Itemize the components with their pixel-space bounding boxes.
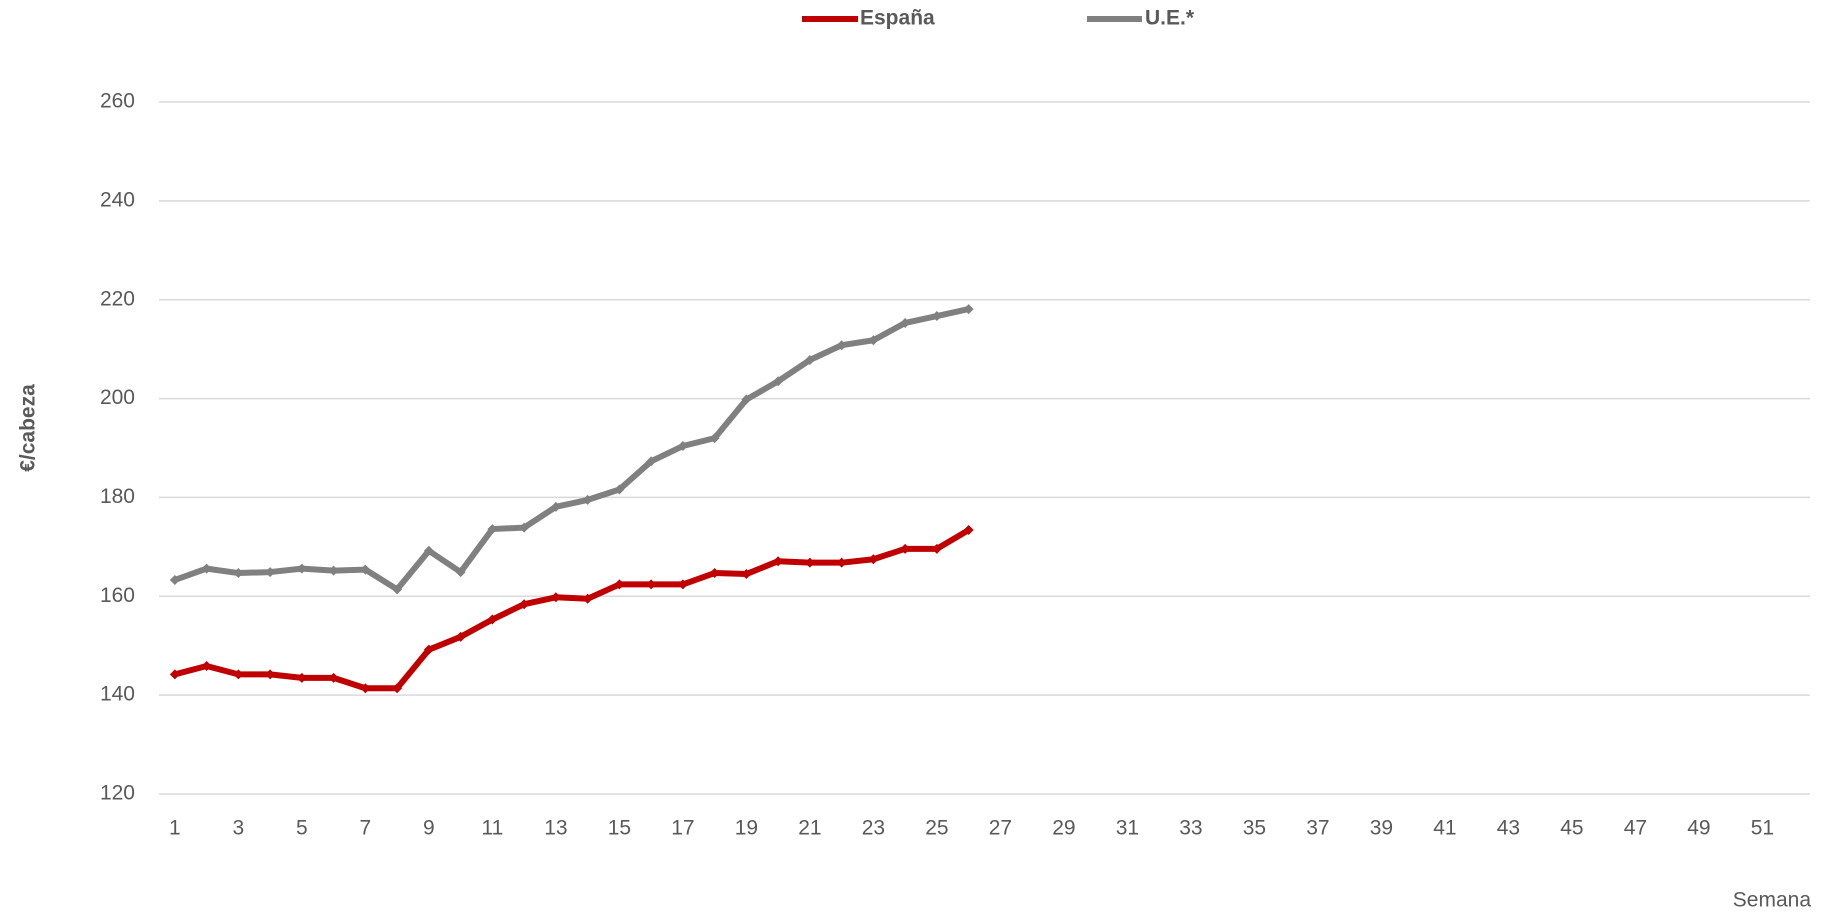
- y-tick-label: 220: [100, 287, 135, 310]
- point-marker: [614, 579, 625, 590]
- point-marker: [328, 672, 339, 683]
- series-line: [173, 306, 970, 593]
- y-tick-label: 180: [100, 485, 135, 508]
- x-tick-label: 45: [1560, 817, 1583, 840]
- point-marker: [487, 524, 498, 535]
- x-tick-label: 29: [1052, 817, 1075, 840]
- point-marker: [773, 376, 784, 387]
- x-tick-label: 51: [1751, 817, 1774, 840]
- x-tick-label: 43: [1497, 817, 1520, 840]
- x-tick-label: 19: [735, 817, 758, 840]
- y-tick-label: 200: [100, 386, 135, 409]
- point-marker: [519, 522, 530, 533]
- x-tick-label: 37: [1306, 817, 1329, 840]
- x-tick-label: 17: [671, 817, 694, 840]
- x-tick-label: 21: [798, 817, 821, 840]
- point-marker: [900, 543, 911, 554]
- legend-label: España: [860, 7, 935, 30]
- x-tick-label: 49: [1687, 817, 1710, 840]
- x-tick-label: 23: [862, 817, 885, 840]
- point-marker: [582, 494, 593, 505]
- x-tick-label: 27: [989, 817, 1012, 840]
- y-tick-label: 240: [100, 188, 135, 211]
- x-tick-label: 41: [1433, 817, 1456, 840]
- point-marker: [423, 644, 434, 655]
- x-tick-label: 5: [296, 817, 308, 840]
- y-tick-label: 160: [100, 584, 135, 607]
- series-line: [174, 527, 971, 692]
- x-tick-label: 3: [233, 817, 245, 840]
- point-marker: [328, 565, 339, 576]
- point-marker: [201, 563, 212, 574]
- x-tick-label: 25: [925, 817, 948, 840]
- point-marker: [677, 441, 688, 452]
- legend: España U.E.*: [802, 7, 1195, 30]
- point-marker: [836, 557, 847, 568]
- x-tick-label: 13: [544, 817, 567, 840]
- point-marker: [931, 543, 942, 554]
- point-marker: [487, 614, 498, 625]
- y-tick-label: 120: [100, 782, 135, 805]
- point-marker: [677, 579, 688, 590]
- point-marker: [773, 556, 784, 567]
- point-marker: [709, 568, 720, 579]
- x-tick-label: 11: [481, 817, 503, 840]
- point-marker: [169, 574, 180, 585]
- point-marker: [392, 584, 403, 595]
- x-tick-label: 31: [1116, 817, 1139, 840]
- x-tick-label: 35: [1243, 817, 1266, 840]
- point-marker: [296, 672, 307, 683]
- point-marker: [233, 568, 244, 579]
- point-marker: [741, 394, 752, 405]
- point-marker: [868, 554, 879, 565]
- point-marker: [423, 545, 434, 556]
- point-marker: [741, 569, 752, 580]
- point-marker: [360, 564, 371, 575]
- point-marker: [360, 683, 371, 694]
- point-marker: [646, 579, 657, 590]
- point-marker: [614, 484, 625, 495]
- point-marker: [804, 557, 815, 568]
- point-marker: [709, 433, 720, 444]
- y-axis-label: €/cabeza: [17, 384, 40, 472]
- y-tick-label: 260: [100, 90, 135, 113]
- x-tick-label: 1: [169, 817, 181, 840]
- point-marker: [233, 669, 244, 680]
- point-marker: [868, 335, 879, 346]
- point-marker: [931, 311, 942, 322]
- x-tick-label: 9: [423, 817, 435, 840]
- point-marker: [646, 456, 657, 467]
- point-marker: [392, 683, 403, 694]
- legend-label: U.E.*: [1145, 7, 1195, 30]
- point-marker: [550, 592, 561, 603]
- y-tick-label: 140: [100, 683, 135, 706]
- point-marker: [265, 567, 276, 578]
- point-marker: [582, 593, 593, 604]
- point-marker: [296, 563, 307, 574]
- point-marker: [455, 631, 466, 642]
- x-axis-label: Semana: [1733, 889, 1812, 912]
- x-tick-label: 39: [1370, 817, 1393, 840]
- point-marker: [265, 669, 276, 680]
- x-tick-label: 33: [1179, 817, 1202, 840]
- point-marker: [804, 355, 815, 366]
- point-marker: [963, 304, 974, 315]
- point-marker: [900, 317, 911, 328]
- point-marker: [455, 567, 466, 578]
- point-marker: [201, 660, 212, 671]
- point-marker: [519, 599, 530, 610]
- x-tick-label: 7: [360, 817, 372, 840]
- point-marker: [836, 340, 847, 351]
- point-marker: [963, 525, 974, 536]
- x-tick-label: 47: [1624, 817, 1647, 840]
- point-marker: [169, 669, 180, 680]
- x-tick-label: 15: [608, 817, 631, 840]
- point-marker: [550, 501, 561, 512]
